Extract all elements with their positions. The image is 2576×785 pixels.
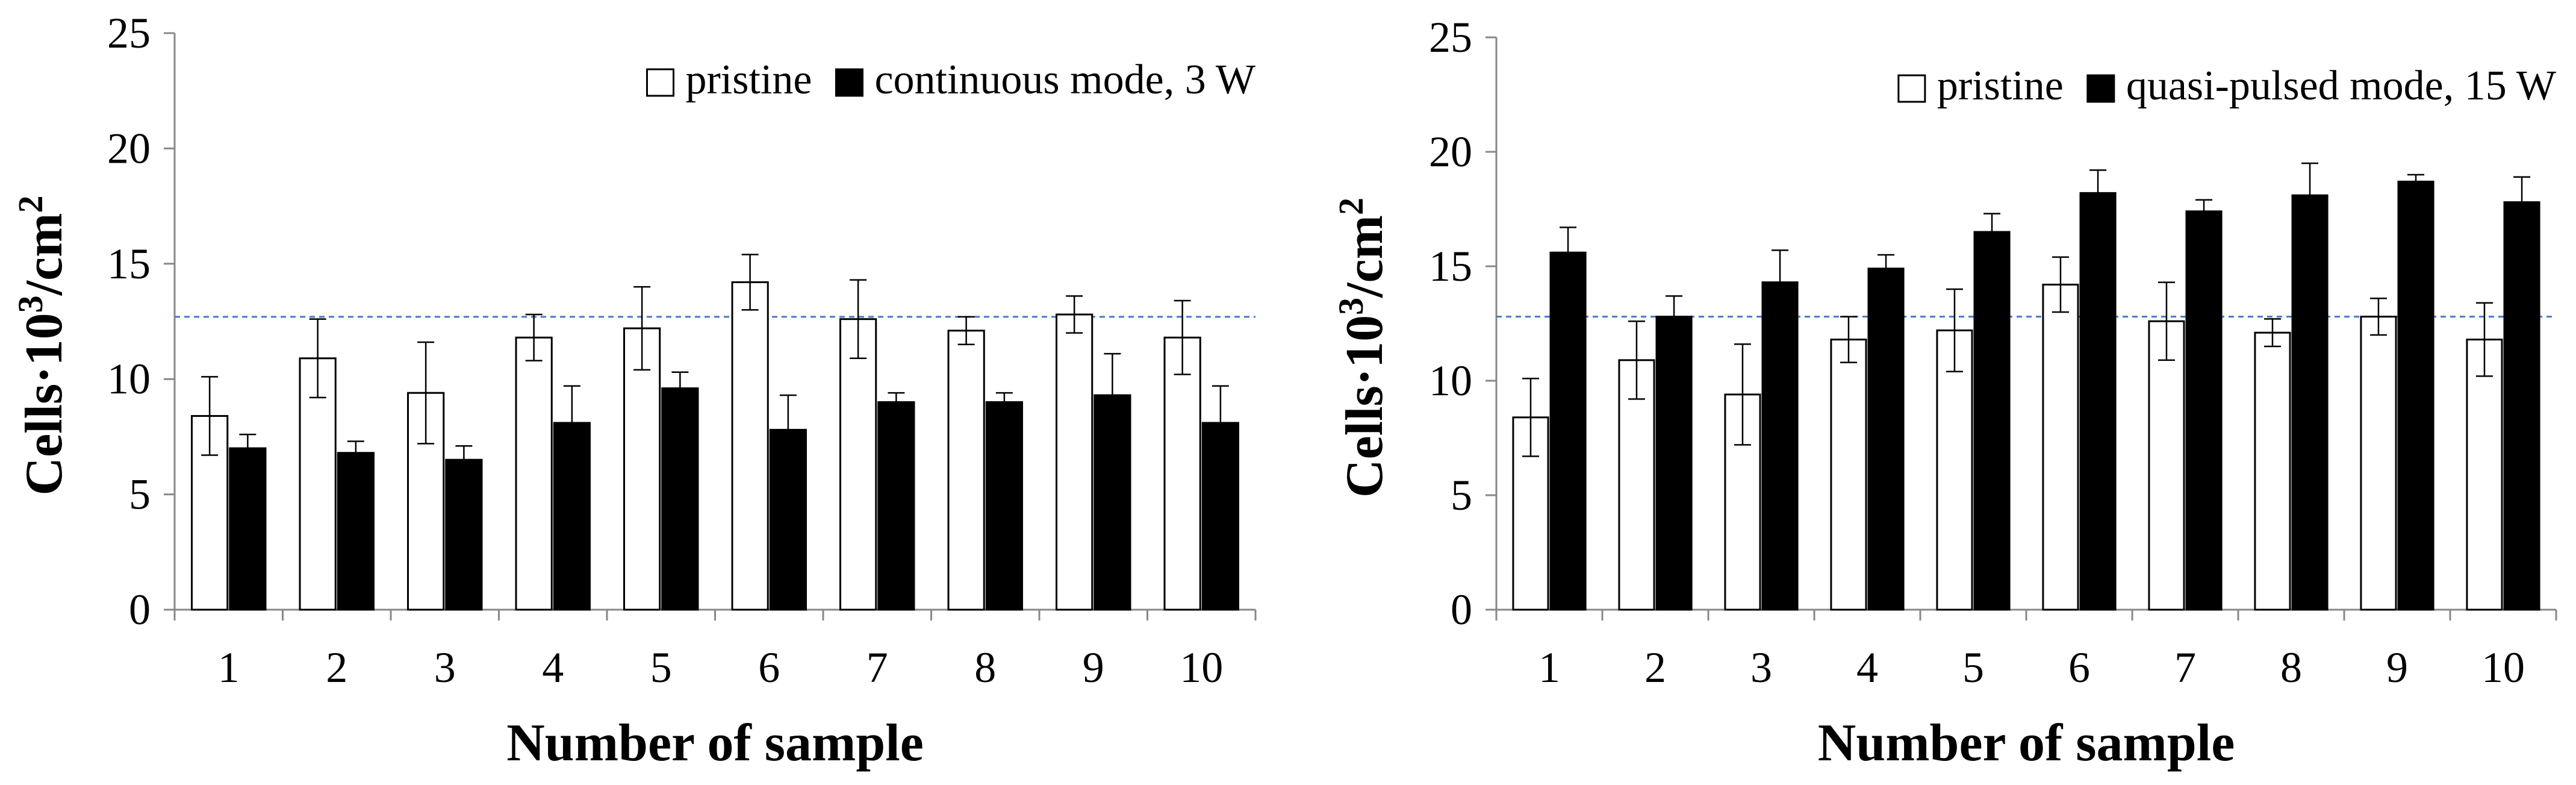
bar-series-2-sample-5 xyxy=(1973,231,2011,611)
x-tick-label: 4 xyxy=(1856,643,1878,692)
x-tick-label: 1 xyxy=(1538,643,1560,692)
bar-series-1-sample-4 xyxy=(515,336,553,611)
chart-quasi-pulsed-mode: 0 5 10 15 20 25 1 2 3 4 5 6 7 8 9 10 Number of sample Cel… xyxy=(1331,13,2557,772)
x-tick-label: 8 xyxy=(974,643,996,692)
legend: pristine continuous mode, 3 W xyxy=(646,57,1255,103)
x-tick-label: 4 xyxy=(542,643,564,692)
x-tick-label: 2 xyxy=(1644,643,1666,692)
bar-series-2-sample-6 xyxy=(2079,192,2117,611)
chart-continuous-mode: 0 5 10 15 20 25 1 2 3 4 5 6 7 8 9 10 Number of sample Cel… xyxy=(11,9,1257,772)
legend-label-2: continuous mode, 3 W xyxy=(874,57,1255,103)
bar-series-1-sample-7 xyxy=(839,318,877,611)
y-tick-label: 15 xyxy=(1429,242,1472,290)
x-tick-label: 3 xyxy=(434,643,456,692)
bar-series-2-sample-3 xyxy=(445,458,483,611)
legend-label-1: pristine xyxy=(1937,63,2064,109)
bar-series-2-sample-3 xyxy=(1761,281,1799,611)
bar-series-2-sample-2 xyxy=(1655,316,1693,611)
y-axis-title: Cells·103/cm2 xyxy=(1331,198,1394,498)
x-tick-label: 5 xyxy=(1962,643,1984,692)
bar-series-1-sample-10 xyxy=(2466,339,2503,611)
legend-swatch-2 xyxy=(835,68,863,97)
x-tick-label: 5 xyxy=(650,643,672,692)
bar-series-1-sample-2 xyxy=(1618,359,1655,611)
bar-series-2-sample-1 xyxy=(229,447,267,611)
x-tick-label: 6 xyxy=(758,643,780,692)
x-tick-label: 8 xyxy=(2280,643,2302,692)
y-tick-label: 20 xyxy=(1429,128,1472,176)
bar-series-1-sample-6 xyxy=(731,281,769,611)
x-tick-label: 7 xyxy=(866,643,888,692)
bar-series-2-sample-2 xyxy=(337,452,375,611)
y-tick-label: 0 xyxy=(1451,586,1472,634)
bar-series-1-sample-9 xyxy=(2360,316,2397,611)
bar-series-2-sample-10 xyxy=(2503,201,2540,611)
bar-series-1-sample-6 xyxy=(2042,283,2079,611)
x-tick-label: 3 xyxy=(1750,643,1772,692)
x-axis-title: Number of sample xyxy=(1818,714,2235,772)
y-axis-title: Cells·103/cm2 xyxy=(11,196,73,496)
bar-series-2-sample-8 xyxy=(2291,194,2329,611)
bar-series-1-sample-2 xyxy=(299,357,337,611)
y-tick-label: 25 xyxy=(1429,13,1472,61)
y-tick-label: 20 xyxy=(107,124,151,172)
x-tick-label: 2 xyxy=(326,643,347,692)
y-tick-label: 5 xyxy=(129,471,151,519)
y-tick-label: 10 xyxy=(1429,357,1472,405)
x-tick-label: 9 xyxy=(1083,643,1104,692)
bar-series-2-sample-9 xyxy=(2397,180,2434,611)
legend-label-1: pristine xyxy=(686,57,812,103)
x-axis-title: Number of sample xyxy=(506,714,924,772)
bar-series-1-sample-5 xyxy=(1936,329,1973,611)
bar-series-1-sample-10 xyxy=(1163,336,1201,611)
x-tick-label: 6 xyxy=(2068,643,2090,692)
legend-swatch-1 xyxy=(646,68,674,97)
x-tick-label: 1 xyxy=(218,643,240,692)
bar-series-2-sample-8 xyxy=(985,401,1023,611)
y-tick-label: 10 xyxy=(107,355,151,403)
y-tick-label: 0 xyxy=(129,586,151,634)
bar-series-1-sample-3 xyxy=(407,392,445,611)
bar-series-1-sample-7 xyxy=(2148,320,2185,611)
x-tick-label: 10 xyxy=(1180,643,1223,692)
bar-series-2-sample-7 xyxy=(877,401,915,611)
x-tick-label: 7 xyxy=(2174,643,2196,692)
bar-series-1-sample-9 xyxy=(1056,313,1094,611)
bar-series-1-sample-8 xyxy=(2254,331,2291,611)
legend-label-2: quasi-pulsed mode, 15 W xyxy=(2126,63,2556,109)
y-tick-label: 25 xyxy=(107,9,151,57)
y-tick-label: 15 xyxy=(107,240,151,288)
x-tick-label: 10 xyxy=(2481,643,2525,692)
y-tick-label: 5 xyxy=(1451,471,1472,519)
bar-series-2-sample-1 xyxy=(1549,251,1587,611)
legend-swatch-1 xyxy=(1897,74,1926,103)
bar-series-1-sample-4 xyxy=(1830,339,1867,611)
bar-series-1-sample-8 xyxy=(947,330,985,611)
bar-series-2-sample-5 xyxy=(661,387,699,611)
x-tick-label: 9 xyxy=(2386,643,2408,692)
legend-swatch-2 xyxy=(2086,74,2115,103)
bar-series-2-sample-7 xyxy=(2185,210,2223,611)
legend: pristine quasi-pulsed mode, 15 W xyxy=(1897,63,2556,109)
bar-series-2-sample-4 xyxy=(1867,267,1905,611)
